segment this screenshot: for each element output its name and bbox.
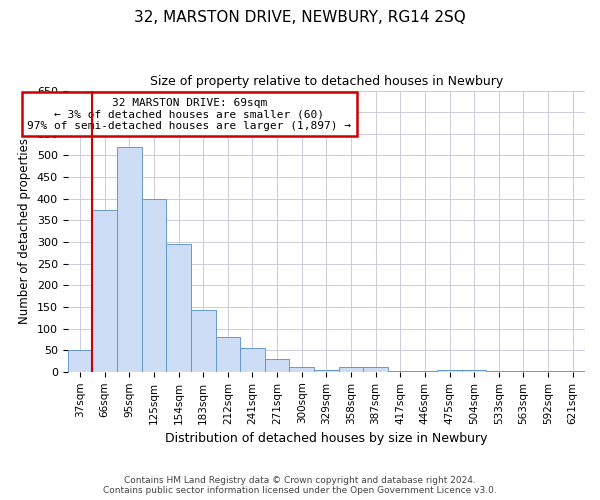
Y-axis label: Number of detached properties: Number of detached properties xyxy=(19,138,31,324)
Bar xyxy=(215,337,240,372)
Bar xyxy=(462,370,487,372)
Title: Size of property relative to detached houses in Newbury: Size of property relative to detached ho… xyxy=(150,75,503,88)
Bar xyxy=(191,310,215,372)
Text: 32 MARSTON DRIVE: 69sqm
← 3% of detached houses are smaller (60)
97% of semi-det: 32 MARSTON DRIVE: 69sqm ← 3% of detached… xyxy=(27,98,351,131)
Bar xyxy=(142,198,166,372)
Bar xyxy=(289,366,314,372)
Bar xyxy=(166,244,191,372)
Text: Contains HM Land Registry data © Crown copyright and database right 2024.
Contai: Contains HM Land Registry data © Crown c… xyxy=(103,476,497,495)
Bar xyxy=(265,359,289,372)
Bar xyxy=(364,366,388,372)
Bar xyxy=(437,370,462,372)
Bar xyxy=(117,147,142,372)
Bar xyxy=(92,210,117,372)
Bar xyxy=(338,366,364,372)
Text: 32, MARSTON DRIVE, NEWBURY, RG14 2SQ: 32, MARSTON DRIVE, NEWBURY, RG14 2SQ xyxy=(134,10,466,25)
X-axis label: Distribution of detached houses by size in Newbury: Distribution of detached houses by size … xyxy=(165,432,488,445)
Bar xyxy=(314,370,338,372)
Bar xyxy=(240,348,265,372)
Bar xyxy=(68,350,92,372)
